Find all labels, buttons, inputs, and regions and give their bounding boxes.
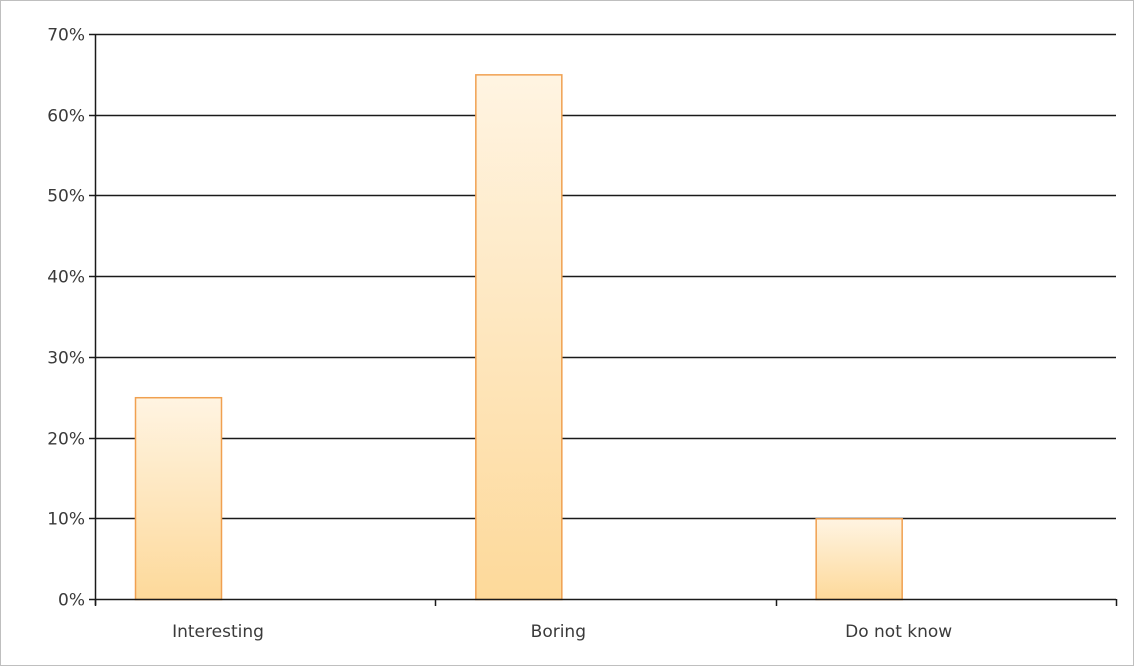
tick-labels: 0% 10% 20% 30% 40% 50% 60% 70% Interesting Boring… — [47, 26, 952, 643]
x-tick-label: Boring — [531, 622, 586, 642]
y-tick-label: 0% — [58, 591, 85, 611]
bars — [134, 74, 903, 601]
y-tick-label: 20% — [47, 430, 85, 450]
bar-do-not-know — [815, 518, 903, 601]
y-tick-label: 60% — [47, 107, 85, 127]
x-tick-label: Interesting — [172, 622, 264, 642]
x-tick-label: Do not know — [845, 622, 952, 642]
gridlines — [95, 33, 1116, 520]
y-tick-label: 70% — [47, 26, 85, 46]
y-tick-label: 50% — [47, 187, 85, 207]
y-tick-label: 10% — [47, 510, 85, 530]
y-tick-label: 30% — [47, 349, 85, 369]
axes — [89, 33, 1118, 606]
bar-interesting — [134, 396, 223, 601]
y-tick-label: 40% — [47, 268, 85, 288]
bar-boring — [475, 74, 563, 601]
